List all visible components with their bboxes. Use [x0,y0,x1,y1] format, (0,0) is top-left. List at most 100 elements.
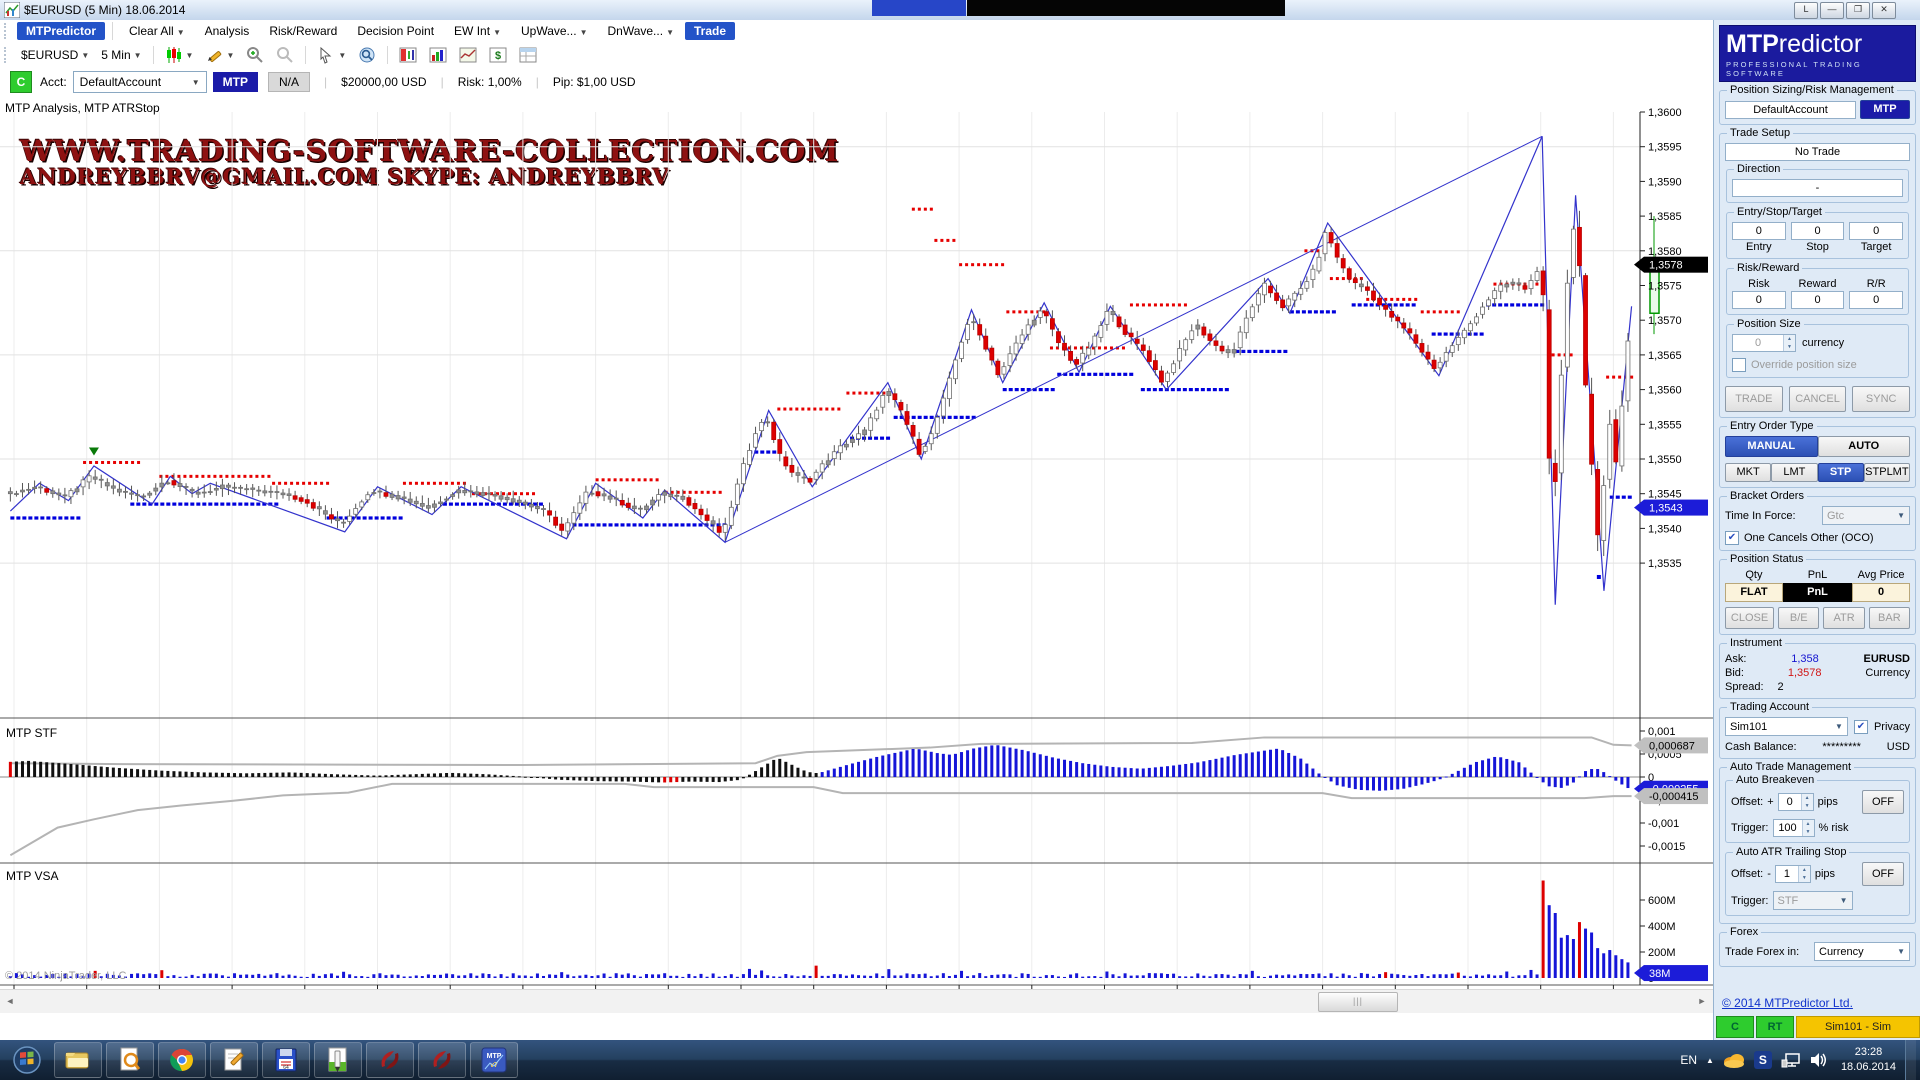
lmt-button[interactable]: LMT [1771,463,1817,482]
tray-expand-icon[interactable]: ▲ [1706,1056,1714,1065]
stplmt-button[interactable]: STPLMT [1864,463,1910,482]
manual-button[interactable]: MANUAL [1725,436,1818,457]
taskbar-notepad[interactable] [210,1042,258,1078]
taskbar-search[interactable] [106,1042,154,1078]
spread-label: Spread: [1725,681,1764,693]
auto-button[interactable]: AUTO [1818,436,1911,457]
atr-trigger-dropdown[interactable]: STF▼ [1773,891,1853,910]
price-chart[interactable]: 1,36001,35951,35901,35851,35801,35751,35… [0,96,1713,1012]
atr-offset-spinner[interactable]: 1 ▲▼ [1775,865,1811,883]
output-window-button[interactable] [513,44,543,66]
stop-field[interactable]: 0 [1791,222,1845,240]
cursor-button[interactable]: ▼ [311,44,352,66]
taskbar-explorer[interactable] [54,1042,102,1078]
cancel-button[interactable]: CANCEL [1789,386,1847,412]
chart-style-button[interactable]: ▼ [159,44,200,66]
trade-button[interactable]: TRADE [1725,386,1783,412]
close-button[interactable]: ✕ [1872,2,1896,19]
atr-off-button[interactable]: OFF [1862,862,1904,886]
mtpredictor-copyright-link[interactable]: © 2014 MTPredictor Ltd. [1722,996,1853,1010]
menu-dnwave[interactable]: DnWave...▼ [598,22,683,40]
connect-button[interactable]: C [10,71,32,93]
skype-tray-icon[interactable]: S [1754,1051,1772,1069]
system-tray: EN ▲ S 23:28 18.06.2014 [1680,1040,1920,1080]
speaker-icon[interactable] [1810,1052,1828,1068]
target-field[interactable]: 0 [1849,222,1903,240]
taskbar-ninjatrader-1[interactable] [366,1042,414,1078]
symbol-selector[interactable]: $EURUSD▼ [15,46,95,64]
breakeven-button[interactable]: B/E [1778,607,1819,629]
pnl-value[interactable]: PnL [1783,583,1852,602]
ask-label: Ask: [1725,653,1746,665]
taskbar-save64[interactable]: 64 [262,1042,310,1078]
interval-selector[interactable]: 5 Min▼ [95,46,147,64]
bar-button[interactable]: BAR [1869,607,1910,629]
direction-field: - [1732,179,1903,197]
menu-trade[interactable]: Trade [685,22,735,40]
show-desktop-button[interactable] [1905,1040,1916,1080]
mkt-button[interactable]: MKT [1725,463,1771,482]
oco-checkbox[interactable]: ✔ [1725,531,1739,545]
language-indicator[interactable]: EN [1680,1053,1697,1067]
menu-risk-reward[interactable]: Risk/Reward [260,22,346,40]
taskbar-clock[interactable]: 23:28 18.06.2014 [1841,1045,1896,1076]
spinner-arrows[interactable]: ▲▼ [1783,335,1795,351]
zoom-out-button[interactable] [270,44,300,66]
menu-upwave[interactable]: UpWave...▼ [512,22,597,40]
menu-analysis[interactable]: Analysis [196,22,259,40]
chart-trader-button[interactable] [393,44,423,66]
taskbar-editor[interactable] [314,1042,362,1078]
mtp-button[interactable]: MTP [213,72,258,92]
chevron-down-icon: ▼ [580,28,588,37]
minimize-button[interactable]: — [1820,2,1844,19]
taskbar-chrome[interactable] [158,1042,206,1078]
start-button[interactable] [4,1043,50,1077]
drawing-tools-button[interactable]: ▼ [199,44,240,66]
data-box-button[interactable] [352,44,382,66]
market-analyzer-button[interactable] [423,44,453,66]
menu-ew-int[interactable]: EW Int▼ [445,22,510,40]
chart-window-button[interactable] [453,44,483,66]
zoom-in-button[interactable] [240,44,270,66]
network-icon[interactable] [1781,1052,1801,1068]
scroll-right-icon[interactable]: ► [1694,993,1710,1009]
sync-button[interactable]: SYNC [1852,386,1910,412]
entry-field[interactable]: 0 [1732,222,1786,240]
realtime-indicator: RT [1756,1016,1794,1038]
menu-decision-point[interactable]: Decision Point [348,22,443,40]
maximize-button[interactable]: ❐ [1846,2,1870,19]
stp-button[interactable]: STP [1818,463,1864,482]
sizing-mtp-button[interactable]: MTP [1860,100,1910,119]
atr-pips-label: pips [1815,868,1835,880]
chart-region[interactable]: WWW.TRADING-SOFTWARE-COLLECTION.COM ANDR… [0,96,1713,1012]
entry-label: Entry [1732,241,1786,253]
close-position-button[interactable]: CLOSE [1725,607,1774,629]
layout-button[interactable]: L [1794,2,1818,19]
be-offset-spinner[interactable]: 0 ▲▼ [1778,793,1814,811]
tif-dropdown[interactable]: Gtc▼ [1822,506,1910,525]
taskbar-mtpredictor[interactable]: MTP v7 [470,1042,518,1078]
sizing-account-field[interactable]: DefaultAccount [1725,101,1856,119]
account-data-button[interactable]: $ [483,44,513,66]
be-trigger-spinner[interactable]: 100 ▲▼ [1773,819,1815,837]
breakeven-off-button[interactable]: OFF [1862,790,1904,814]
atr-button[interactable]: ATR [1823,607,1864,629]
account-dropdown[interactable]: DefaultAccount▼ [73,71,207,93]
trading-account-dropdown[interactable]: Sim101▼ [1725,717,1848,736]
scroll-left-icon[interactable]: ◄ [2,993,18,1009]
horizontal-scrollbar[interactable]: ◄ ||| ► [0,989,1713,1013]
override-checkbox[interactable] [1732,358,1746,372]
forex-dropdown[interactable]: Currency▼ [1814,942,1910,961]
privacy-checkbox[interactable]: ✔ [1854,720,1868,734]
instrument-symbol: EURUSD [1864,653,1910,665]
taskbar-ninjatrader-2[interactable] [418,1042,466,1078]
account-bar: C Acct: DefaultAccount▼ MTP N/A | $20000… [0,68,1920,97]
bid-value: 1,3578 [1788,667,1822,679]
document-search-icon [118,1047,142,1073]
svg-text:0,001: 0,001 [1648,726,1676,738]
scrollbar-thumb[interactable]: ||| [1318,992,1398,1012]
menu-mtpredictor[interactable]: MTPredictor [17,22,105,40]
cloud-icon[interactable] [1723,1052,1745,1068]
position-size-spinner[interactable]: 0 ▲▼ [1732,334,1796,352]
menu-clear-all[interactable]: Clear All▼ [120,22,194,40]
